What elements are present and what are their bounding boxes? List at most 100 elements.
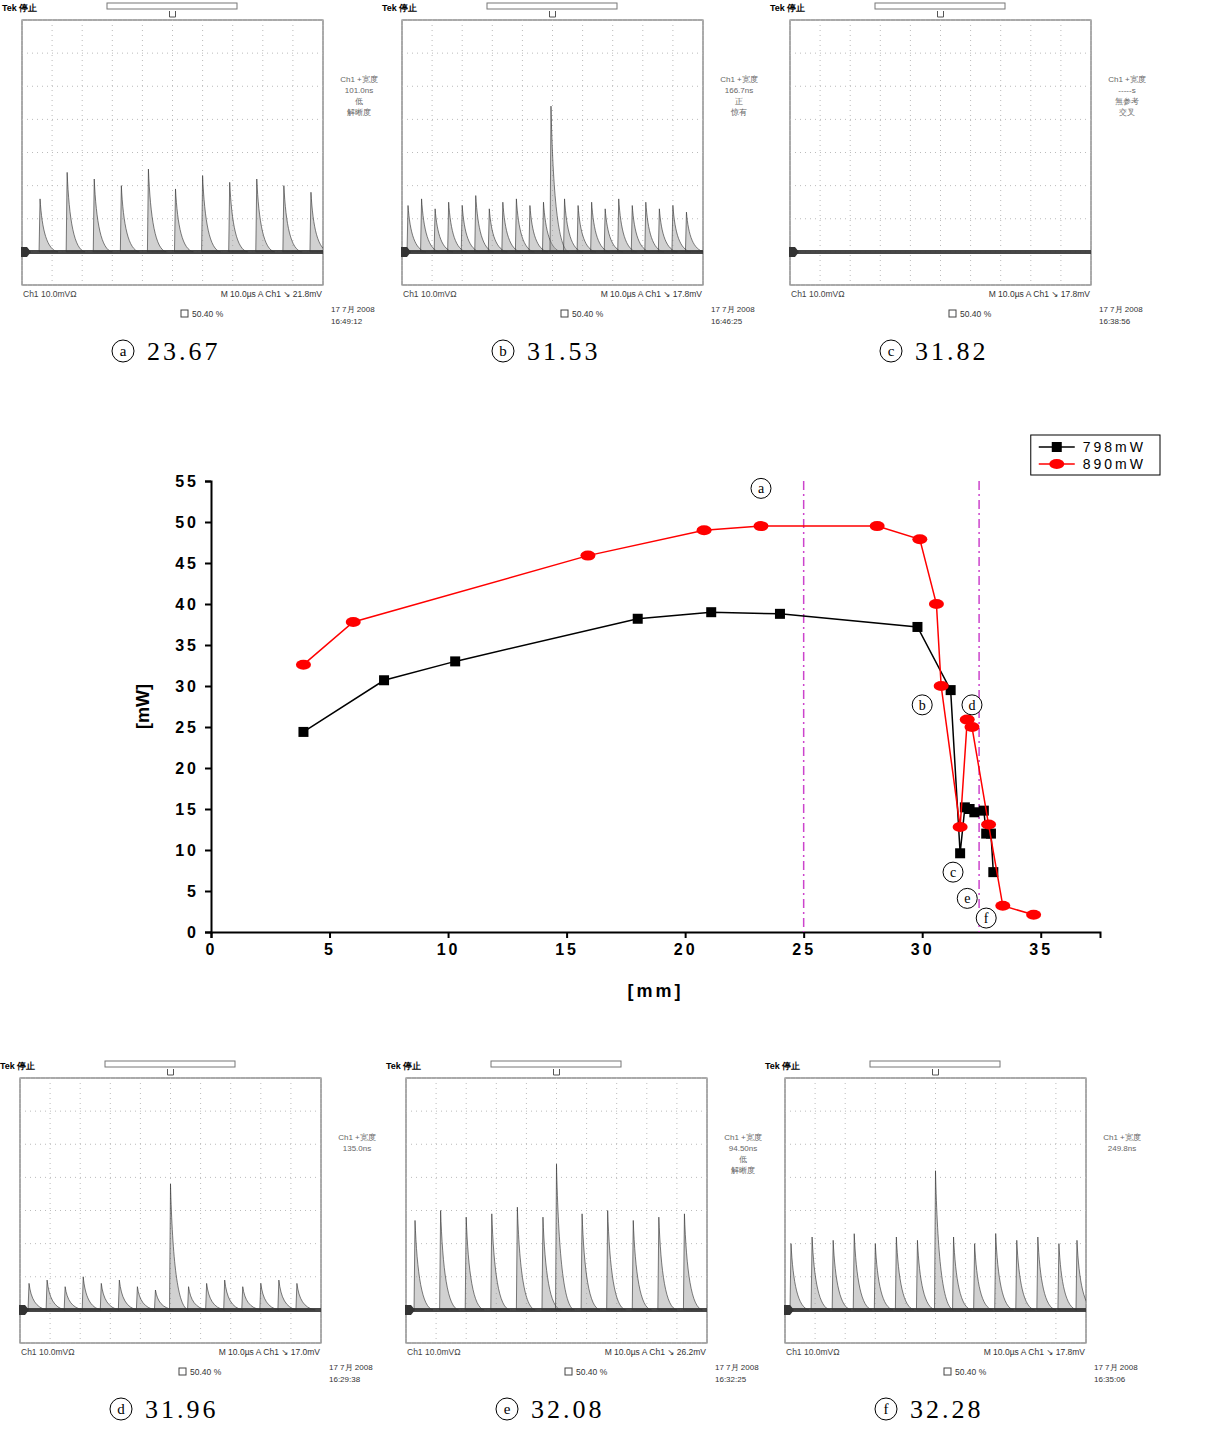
caption-letter: a — [120, 343, 127, 359]
grid-line — [402, 119, 703, 120]
annotation-badge — [976, 908, 996, 928]
timebase: M 10.0µs A Ch1 ↘ 17.8mV — [601, 289, 703, 299]
tick-mark — [205, 768, 211, 770]
plot-area — [296, 481, 1041, 932]
scope-trace — [20, 1184, 321, 1310]
cursor-icon — [944, 1368, 951, 1375]
annotation: b — [912, 695, 932, 715]
pulse — [658, 1217, 677, 1310]
annotation-label: a — [758, 481, 765, 496]
pulse — [974, 1244, 993, 1310]
measurement-text: 低 — [739, 1155, 747, 1164]
x-axis: 05101520253035 — [206, 932, 1101, 958]
cursor-icon — [561, 310, 568, 317]
tick-mark — [566, 932, 568, 938]
y-axis-line — [205, 482, 212, 933]
cursor-icon — [179, 1368, 186, 1375]
pulse — [188, 1287, 207, 1310]
scope-grid — [22, 20, 323, 285]
tick-label: 5 — [187, 883, 199, 900]
caption-letter: f — [884, 1401, 889, 1417]
data-point — [450, 656, 460, 666]
pulse — [935, 1171, 954, 1310]
tick-label: 35 — [1029, 941, 1053, 958]
grid-line — [22, 119, 323, 120]
channel-scale: Ch1 10.0mVΩ — [786, 1347, 840, 1357]
scope-header: Tek 停止 — [770, 3, 805, 13]
data-point — [934, 681, 949, 691]
pulse — [260, 1283, 279, 1310]
ground-marker — [401, 247, 411, 257]
data-point — [296, 660, 311, 670]
pulse — [874, 1244, 893, 1310]
grid-line — [790, 152, 1091, 153]
data-point — [1026, 910, 1041, 920]
record-bracket — [107, 3, 237, 9]
date: 17 7月 2008 — [715, 1363, 759, 1372]
annotation: d — [962, 695, 982, 715]
pulse — [82, 1277, 101, 1310]
pulse — [296, 1283, 315, 1310]
pulse — [1016, 1240, 1035, 1310]
trace-baseline — [20, 1308, 321, 1312]
pulse — [685, 212, 703, 252]
figure: 051015202530350510152025303540455055[mm]… — [0, 0, 1207, 1430]
cursor-position: 50.40 % — [576, 1367, 608, 1377]
series-line — [303, 612, 993, 872]
scope-grid — [790, 20, 1091, 285]
tick-mark — [205, 727, 211, 729]
grid-line — [22, 285, 323, 286]
measurement-text: Ch1 +宽度 — [724, 1133, 762, 1142]
grid-line — [20, 1343, 321, 1344]
legend: 798mW890mW — [1031, 435, 1160, 475]
measurement-text: Ch1 +宽度 — [1108, 75, 1146, 84]
timebase: M 10.0µs A Ch1 ↘ 17.0mV — [219, 1347, 321, 1357]
caption-value: 31.96 — [145, 1395, 219, 1424]
pulse — [202, 176, 221, 252]
x-axis-tick: 30 — [911, 932, 935, 958]
tick-label: 25 — [792, 941, 816, 958]
cursor-position: 50.40 % — [955, 1367, 987, 1377]
measurement-text: Ch1 +宽度 — [340, 75, 378, 84]
x-axis-tick: 5 — [324, 932, 336, 958]
x-axis-tick: 25 — [792, 932, 816, 958]
grid-line — [790, 185, 1091, 186]
measurement-text: 135.0ns — [343, 1144, 371, 1153]
measurement-text: 解晰度 — [731, 1166, 755, 1175]
pulse — [1076, 1240, 1086, 1310]
measurement-text: Ch1 +宽度 — [338, 1133, 376, 1142]
y-axis-tick: 55 — [175, 473, 211, 490]
grid-line — [22, 53, 323, 54]
caption-letter: b — [499, 343, 507, 359]
timebase: M 10.0µs A Ch1 ↘ 17.8mV — [989, 289, 1091, 299]
grid-line — [406, 1144, 707, 1145]
timebase: M 10.0µs A Ch1 ↘ 17.8mV — [984, 1347, 1086, 1357]
pulse — [28, 1283, 47, 1310]
date: 17 7月 2008 — [711, 305, 755, 314]
channel-scale: Ch1 10.0mVΩ — [23, 289, 77, 299]
tick-label: 30 — [911, 941, 935, 958]
tick-label: 35 — [175, 637, 199, 654]
scope-trace — [406, 1164, 707, 1310]
tick-mark — [205, 891, 211, 893]
data-point — [929, 599, 944, 609]
pulse — [916, 1240, 935, 1310]
y-axis-tick: 35 — [175, 637, 211, 654]
pulse — [118, 1280, 137, 1310]
measurement-text: -----s — [1118, 86, 1135, 95]
trace-baseline — [402, 250, 703, 254]
pulse — [93, 179, 112, 252]
tick-mark — [205, 604, 211, 606]
tick-label: 40 — [175, 596, 199, 613]
annotation-badge — [962, 695, 982, 715]
data-point — [981, 820, 996, 830]
x-axis-tick: 10 — [437, 932, 461, 958]
pulse — [607, 1211, 626, 1310]
grid-line — [406, 1111, 707, 1112]
x-axis-title: [mm] — [628, 981, 684, 1001]
date: 17 7月 2008 — [329, 1363, 373, 1372]
grid-line — [22, 152, 323, 153]
scope-screen — [785, 1078, 1086, 1343]
tick-label: 20 — [674, 941, 698, 958]
y-axis-tick: 15 — [175, 801, 211, 818]
